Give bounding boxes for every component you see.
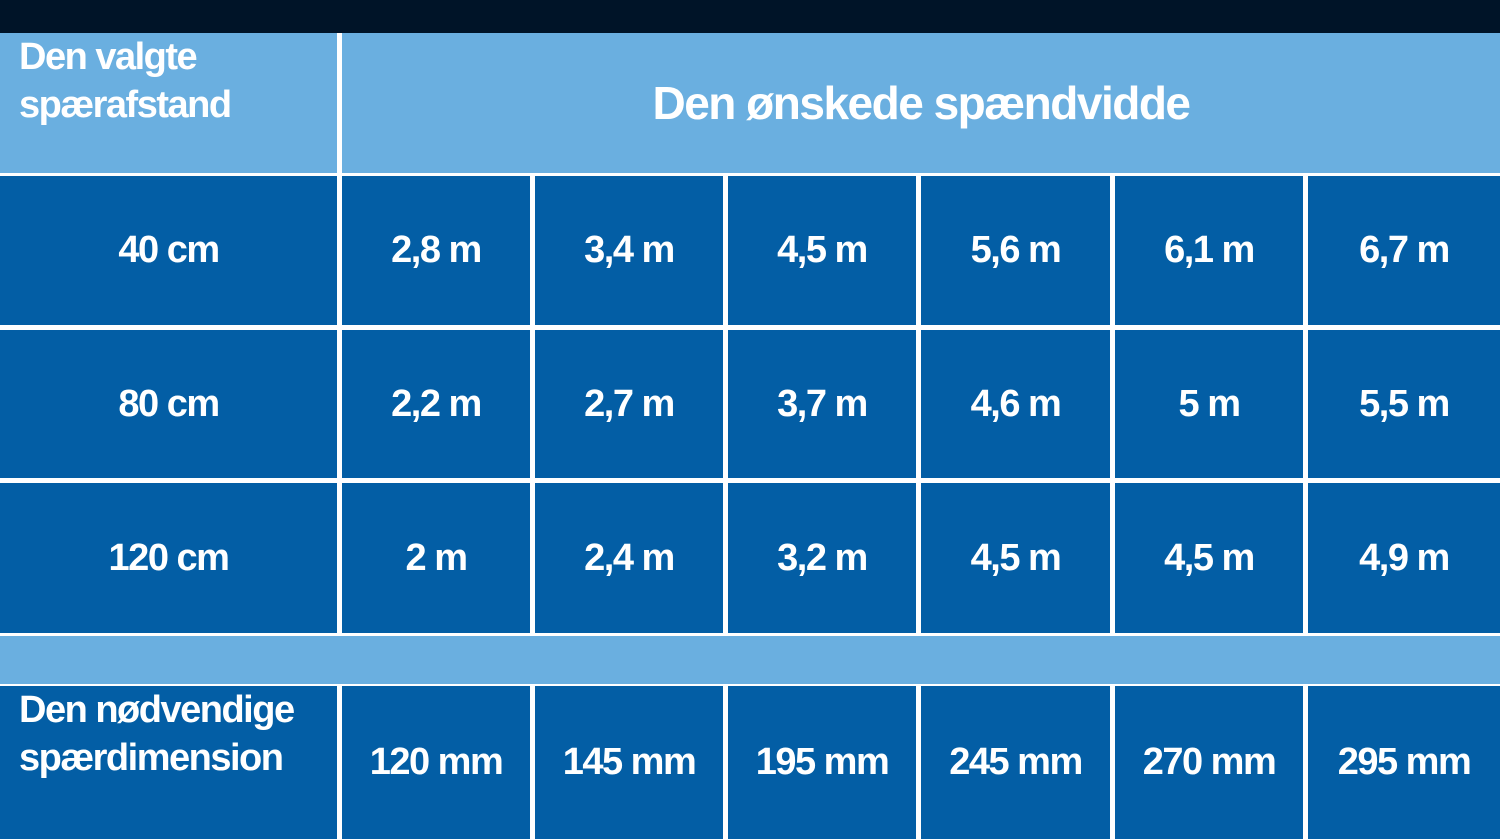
cell: 4,5 m — [921, 483, 1110, 633]
cell: 3,4 m — [535, 176, 723, 325]
cell: 4,5 m — [728, 176, 916, 325]
cell: 4,5 m — [1115, 483, 1303, 633]
cell: 5 m — [1115, 330, 1303, 478]
cell: 145 mm — [535, 686, 723, 839]
row-label: 80 cm — [0, 330, 337, 478]
cell: 4,6 m — [921, 330, 1110, 478]
cell: 295 mm — [1308, 686, 1500, 839]
cell: 3,7 m — [728, 330, 916, 478]
spacer-band — [0, 636, 1500, 684]
cell: 4,9 m — [1308, 483, 1500, 633]
cell: 2,4 m — [535, 483, 723, 633]
cell: 2,8 m — [342, 176, 530, 325]
text-line: spærdimension — [19, 737, 284, 779]
cell: 245 mm — [921, 686, 1110, 839]
text-line: Den valgte — [19, 36, 198, 78]
row-label: 40 cm — [0, 176, 337, 325]
top-bar — [0, 0, 1500, 33]
cell: 2 m — [342, 483, 530, 633]
cell: 270 mm — [1115, 686, 1303, 839]
text-line: spærafstand — [19, 84, 232, 126]
cell: 6,1 m — [1115, 176, 1303, 325]
cell: 5,5 m — [1308, 330, 1500, 478]
cell: 5,6 m — [921, 176, 1110, 325]
corner-header: Den valgte spærafstand — [0, 33, 337, 173]
row-label: 120 cm — [0, 483, 337, 633]
footer-label: Den nødvendige spærdimension — [0, 686, 337, 839]
cell: 2,7 m — [535, 330, 723, 478]
column-group-header: Den ønskede spændvidde — [342, 33, 1500, 173]
cell: 195 mm — [728, 686, 916, 839]
cell: 6,7 m — [1308, 176, 1500, 325]
text-line: Den nødvendige — [19, 689, 295, 731]
cell: 120 mm — [342, 686, 530, 839]
cell: 3,2 m — [728, 483, 916, 633]
cell: 2,2 m — [342, 330, 530, 478]
